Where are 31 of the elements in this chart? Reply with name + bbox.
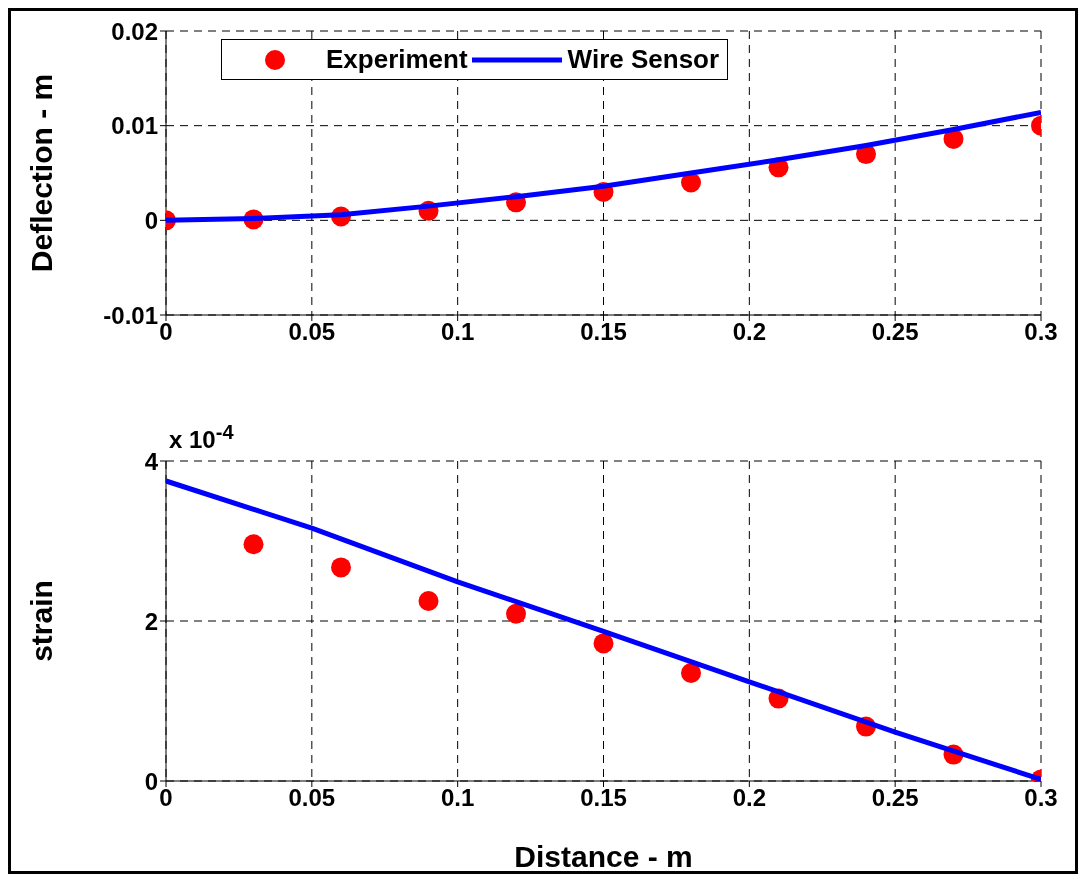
y-tick-label: 0 [144, 206, 158, 234]
point [418, 591, 439, 611]
y-tick-label: 0.02 [111, 17, 158, 45]
x-tick-label: 0.05 [288, 318, 336, 346]
x-tick-label: 0.25 [871, 318, 919, 346]
point [243, 534, 264, 555]
y-axis-title: strain [24, 580, 58, 662]
point [593, 633, 614, 654]
text: x 10$^{-4}$ [169, 421, 234, 454]
x-tick-label: 0.15 [580, 318, 627, 346]
x-tick-label: 0.2 [732, 318, 767, 346]
x-tick-label: 0.3 [1024, 784, 1058, 812]
x-tick-label: 0.05 [288, 784, 336, 812]
x-tick-label: 0.25 [871, 784, 919, 812]
y-axis-title: Deflection - m [24, 73, 58, 273]
x-tick-label: 0.2 [732, 784, 767, 812]
point [681, 663, 701, 683]
y-tick-label: 4 [144, 447, 159, 475]
legend-label: Wire Sensor [567, 44, 720, 75]
x-axis-title: Distance - m [514, 840, 693, 873]
point [506, 603, 526, 624]
x-tick-label: 0.1 [440, 784, 475, 812]
x-tick-label: 0.15 [580, 784, 627, 812]
y-tick-label: 2 [144, 607, 158, 635]
x-tick-label: 0.3 [1024, 318, 1058, 346]
y-tick-label: 0.01 [111, 112, 158, 140]
point [331, 557, 351, 578]
y-tick-label: 0 [144, 767, 158, 795]
legend-label: Experiment [326, 44, 468, 75]
y-tick-label: -0.01 [103, 301, 158, 329]
x-tick-label: 0.1 [440, 318, 475, 346]
